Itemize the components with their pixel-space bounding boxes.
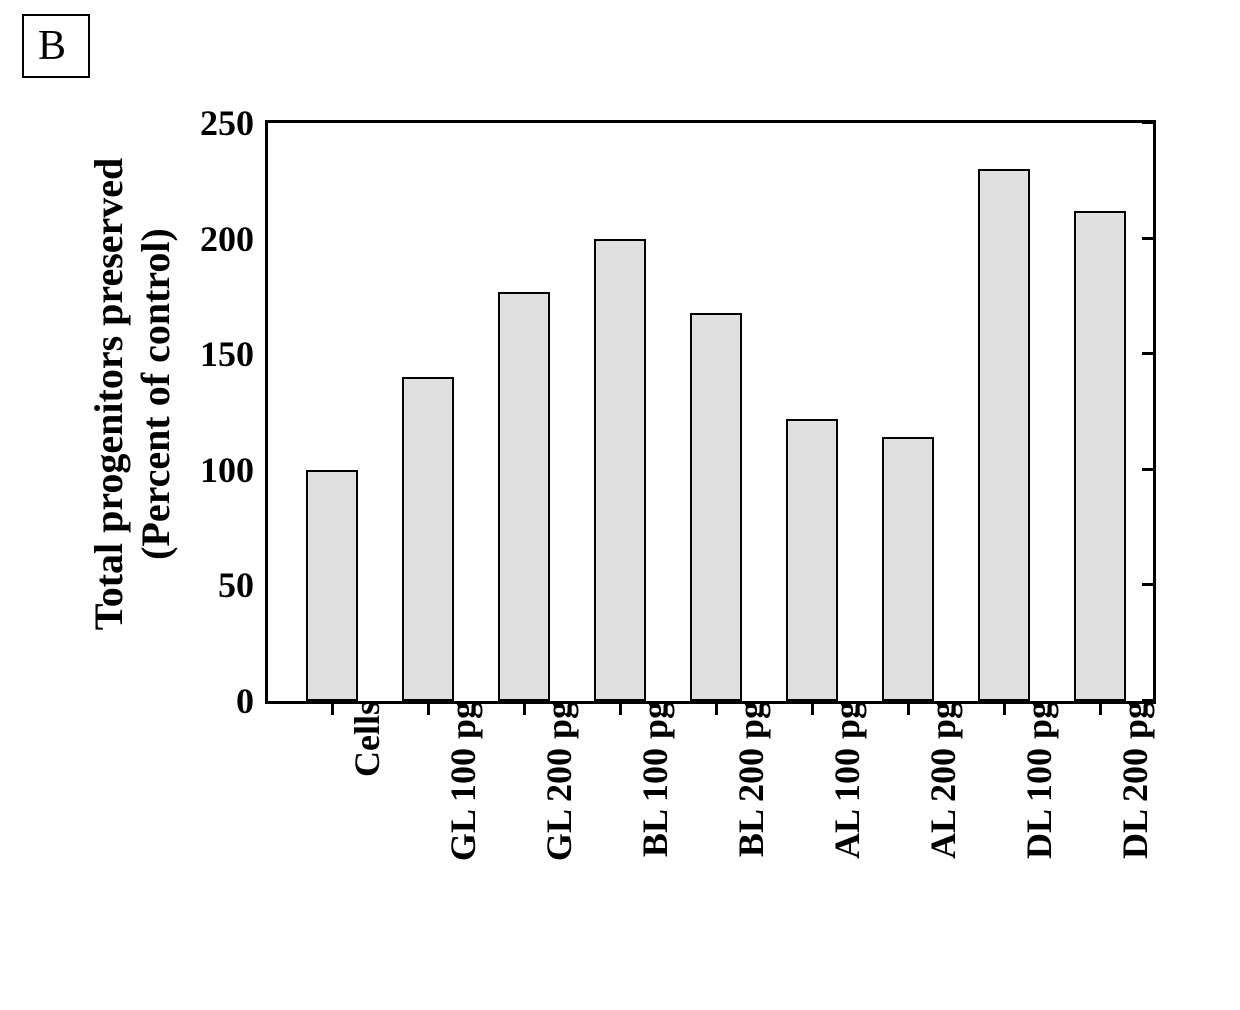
x-tick-mark	[811, 701, 814, 715]
x-tick-mark	[1099, 701, 1102, 715]
plot-area: 050100150200250CellsGL 100 pgGL 200 pgBL…	[265, 120, 1156, 704]
y-tick-mark	[1142, 237, 1156, 240]
x-tick-label: BL 100 pg	[634, 701, 676, 877]
y-tick-label: 100	[200, 449, 268, 491]
x-tick-mark	[331, 701, 334, 715]
x-tick-mark	[619, 701, 622, 715]
y-tick-label: 200	[200, 218, 268, 260]
x-tick-mark	[427, 701, 430, 715]
y-axis-title: Total progenitors preserved (Percent of …	[85, 105, 179, 683]
bar	[498, 292, 550, 701]
y-tick-mark	[1142, 352, 1156, 355]
bar	[402, 377, 454, 701]
bar	[594, 239, 646, 701]
bar	[786, 419, 838, 701]
figure-panel: B Total progenitors preserved (Percent o…	[0, 0, 1240, 1010]
x-tick-label: DL 100 pg	[1018, 701, 1060, 879]
x-tick-label: AL 100 pg	[826, 701, 868, 879]
bar	[306, 470, 358, 701]
x-tick-label: AL 200 pg	[922, 701, 964, 879]
y-tick-mark	[1142, 583, 1156, 586]
y-axis-title-line2: (Percent of control)	[133, 228, 178, 560]
x-tick-mark	[523, 701, 526, 715]
panel-label: B	[22, 14, 90, 78]
y-tick-mark	[1142, 468, 1156, 471]
x-tick-label: Cells	[346, 701, 388, 797]
bar	[882, 437, 934, 701]
y-axis-title-line1: Total progenitors preserved	[86, 158, 131, 631]
y-tick-label: 150	[200, 333, 268, 375]
x-tick-label: GL 200 pg	[538, 701, 580, 881]
y-tick-label: 0	[236, 680, 268, 722]
x-tick-mark	[907, 701, 910, 715]
y-tick-label: 250	[200, 102, 268, 144]
y-tick-label: 50	[218, 564, 268, 606]
x-tick-label: DL 200 pg	[1114, 701, 1156, 879]
x-tick-label: GL 100 pg	[442, 701, 484, 881]
x-tick-label: BL 200 pg	[730, 701, 772, 877]
x-tick-mark	[1003, 701, 1006, 715]
bar	[978, 169, 1030, 701]
bar	[1074, 211, 1126, 701]
y-tick-mark	[1142, 121, 1156, 124]
bar	[690, 313, 742, 701]
x-tick-mark	[715, 701, 718, 715]
